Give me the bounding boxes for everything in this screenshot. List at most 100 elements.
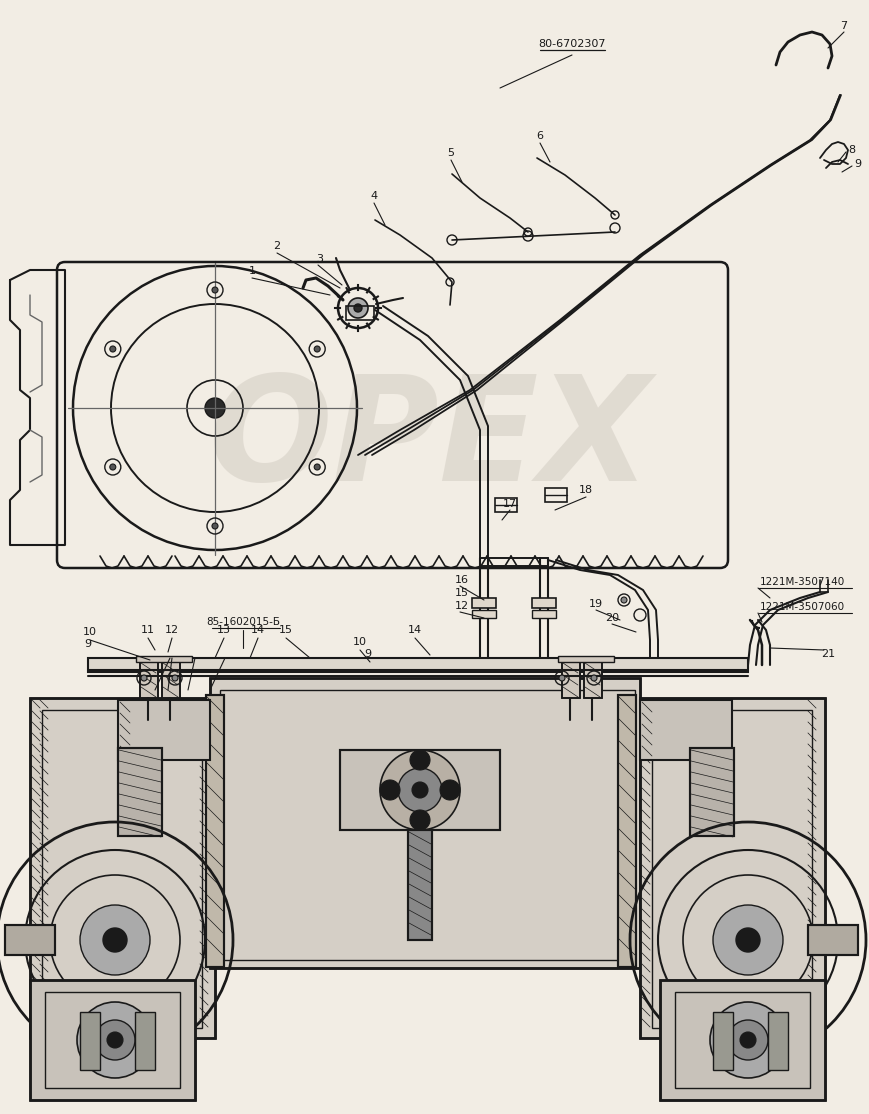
Bar: [807, 925, 857, 955]
Circle shape: [409, 810, 429, 830]
Text: 85-1602015-Б: 85-1602015-Б: [206, 617, 280, 627]
Text: 2: 2: [273, 241, 280, 251]
Bar: [583, 659, 601, 698]
Text: 1221М-3507140: 1221М-3507140: [760, 577, 845, 587]
Bar: [30, 698, 215, 1038]
Text: 20: 20: [604, 613, 619, 623]
Bar: [651, 710, 811, 1028]
Circle shape: [709, 1001, 785, 1078]
Circle shape: [77, 1001, 153, 1078]
Circle shape: [380, 750, 460, 830]
Text: 10: 10: [353, 637, 367, 647]
Circle shape: [440, 780, 460, 800]
Bar: [209, 678, 640, 968]
Bar: [118, 700, 209, 760]
Text: 80-6702307: 80-6702307: [538, 39, 605, 49]
Bar: [807, 925, 857, 955]
Bar: [561, 659, 580, 698]
Bar: [557, 656, 614, 662]
Circle shape: [212, 287, 218, 293]
Circle shape: [95, 1020, 135, 1061]
Circle shape: [380, 780, 400, 800]
Bar: [640, 700, 731, 760]
Bar: [617, 695, 635, 967]
Bar: [5, 925, 55, 955]
Bar: [408, 830, 432, 940]
Circle shape: [740, 1032, 755, 1048]
Circle shape: [172, 675, 178, 681]
Circle shape: [141, 675, 147, 681]
Bar: [689, 747, 733, 836]
Bar: [689, 747, 733, 836]
Circle shape: [109, 346, 116, 352]
Text: 18: 18: [578, 485, 593, 495]
Circle shape: [559, 675, 564, 681]
Circle shape: [80, 905, 149, 975]
Text: 7: 7: [839, 21, 846, 31]
Circle shape: [590, 675, 596, 681]
Circle shape: [354, 304, 362, 312]
Bar: [140, 659, 158, 698]
Bar: [561, 659, 580, 698]
Text: 14: 14: [250, 625, 265, 635]
Text: 9: 9: [853, 159, 860, 169]
Bar: [660, 980, 824, 1100]
Text: 9: 9: [364, 649, 371, 659]
Text: 12: 12: [454, 600, 468, 610]
Bar: [209, 678, 640, 968]
Text: 19: 19: [588, 599, 602, 609]
Bar: [80, 1012, 100, 1071]
Bar: [30, 980, 195, 1100]
Text: 10: 10: [83, 627, 96, 637]
Bar: [42, 710, 202, 1028]
Circle shape: [109, 465, 116, 470]
Text: OPEX: OPEX: [209, 370, 651, 510]
Text: 15: 15: [279, 625, 293, 635]
Bar: [5, 925, 55, 955]
Text: 1: 1: [249, 266, 255, 276]
Circle shape: [205, 398, 225, 418]
Text: 8: 8: [847, 145, 854, 155]
Bar: [140, 659, 158, 698]
Text: 17: 17: [502, 499, 516, 509]
Text: 14: 14: [408, 625, 421, 635]
Bar: [713, 1012, 733, 1071]
Circle shape: [397, 768, 441, 812]
Bar: [340, 750, 500, 830]
Text: 12: 12: [165, 625, 179, 635]
Bar: [767, 1012, 787, 1071]
Bar: [583, 659, 601, 698]
Bar: [30, 698, 215, 1038]
Bar: [640, 698, 824, 1038]
Bar: [118, 747, 162, 836]
Bar: [660, 980, 824, 1100]
Circle shape: [212, 522, 218, 529]
Text: 4: 4: [370, 190, 377, 201]
Bar: [472, 610, 495, 618]
Bar: [346, 306, 374, 320]
Text: 3: 3: [316, 254, 323, 264]
Text: 21: 21: [820, 649, 834, 659]
Circle shape: [314, 465, 320, 470]
Text: 11: 11: [141, 625, 155, 635]
Bar: [640, 698, 824, 1038]
Bar: [30, 980, 195, 1100]
Circle shape: [409, 750, 429, 770]
Bar: [162, 659, 180, 698]
Bar: [674, 991, 809, 1088]
Bar: [88, 658, 747, 672]
Circle shape: [713, 905, 782, 975]
Bar: [220, 690, 634, 960]
Bar: [162, 659, 180, 698]
Bar: [45, 991, 180, 1088]
Circle shape: [620, 597, 627, 603]
Bar: [544, 488, 567, 502]
Circle shape: [727, 1020, 767, 1061]
Bar: [494, 498, 516, 512]
Bar: [472, 598, 495, 608]
Text: 13: 13: [216, 625, 231, 635]
Bar: [617, 695, 635, 967]
Bar: [531, 610, 555, 618]
Bar: [206, 695, 223, 967]
Bar: [531, 598, 555, 608]
